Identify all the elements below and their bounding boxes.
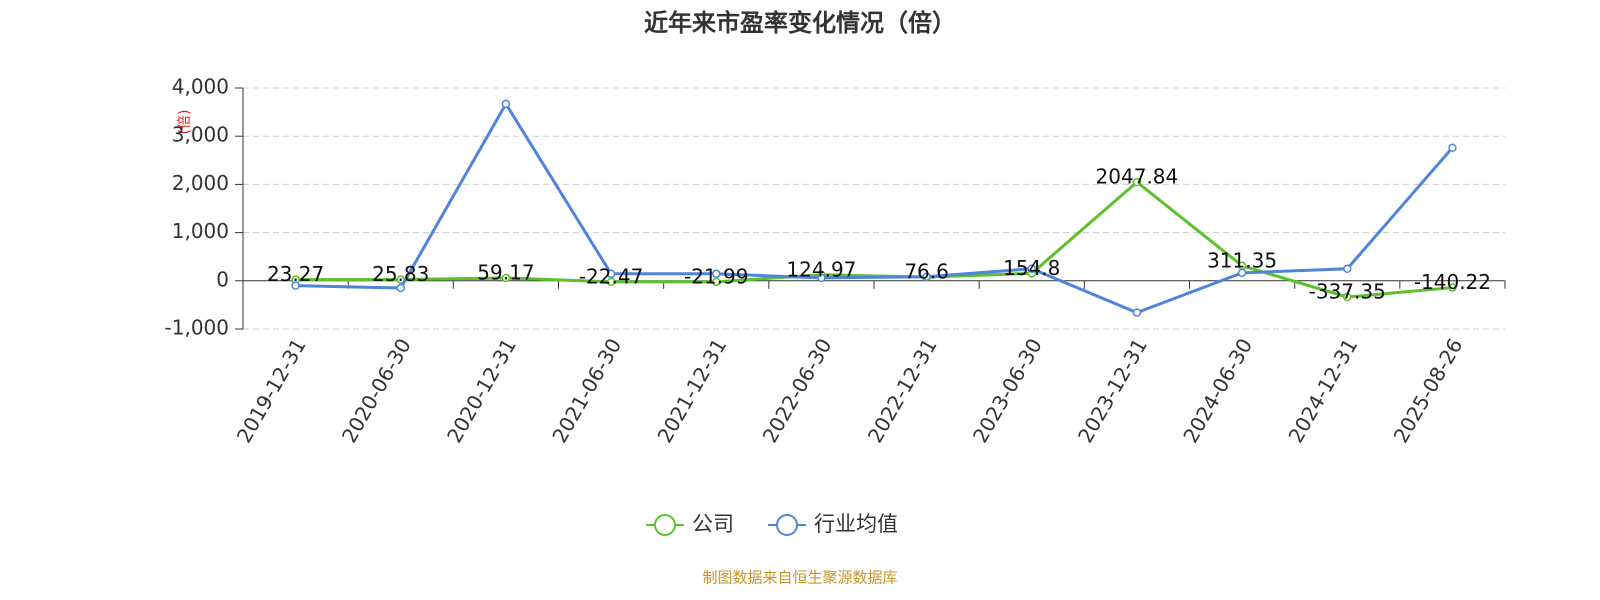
x-tick-label: 2023-12-31 bbox=[1073, 334, 1152, 447]
y-tick-label: 2,000 bbox=[172, 171, 229, 195]
data-label: 59.17 bbox=[477, 260, 534, 284]
x-tick-label: 2022-12-31 bbox=[863, 334, 942, 447]
data-point bbox=[922, 272, 931, 281]
data-point bbox=[1237, 268, 1247, 278]
data-point bbox=[606, 269, 616, 279]
legend-label: 行业均值 bbox=[814, 512, 898, 536]
data-label: 25.83 bbox=[372, 262, 429, 286]
data-label: -337.35 bbox=[1309, 280, 1386, 304]
x-tick-label: 2023-06-30 bbox=[968, 334, 1047, 447]
data-point bbox=[817, 273, 826, 283]
x-tick-label: 2020-12-31 bbox=[442, 334, 521, 447]
x-tick-label: 2021-06-30 bbox=[547, 334, 626, 447]
legend-marker bbox=[776, 514, 798, 536]
source-note: 制图数据来自恒生聚源数据库 bbox=[702, 569, 897, 587]
legend-label: 公司 bbox=[692, 512, 734, 536]
data-point bbox=[396, 283, 405, 293]
data-point bbox=[606, 277, 616, 287]
y-tick-label: 4,000 bbox=[172, 75, 229, 99]
chart-title: 近年来市盈率变化情况（倍） bbox=[644, 9, 956, 37]
data-point bbox=[712, 269, 721, 279]
y-tick-label: 1,000 bbox=[172, 219, 229, 243]
data-label: 311.35 bbox=[1207, 248, 1277, 272]
data-point bbox=[1343, 292, 1352, 302]
data-label: 76.6 bbox=[904, 260, 949, 284]
data-label: -140.22 bbox=[1414, 270, 1491, 294]
x-tick-label: 2021-12-31 bbox=[652, 334, 731, 447]
x-tick-label: 2019-12-31 bbox=[232, 334, 311, 447]
data-point bbox=[1027, 264, 1036, 273]
series-line bbox=[295, 180, 1453, 299]
x-tick-label: 2020-06-30 bbox=[337, 334, 416, 447]
x-tick-label: 2024-12-31 bbox=[1283, 334, 1362, 447]
data-point bbox=[501, 273, 511, 283]
data-point bbox=[1132, 308, 1142, 317]
data-point bbox=[1448, 283, 1457, 292]
data-label: 124.97 bbox=[786, 257, 856, 281]
y-tick-label: 0 bbox=[216, 267, 229, 291]
data-point bbox=[1448, 143, 1457, 153]
legend-marker bbox=[654, 514, 676, 536]
y-axis-label: (倍) bbox=[177, 110, 193, 135]
series-line bbox=[295, 100, 1454, 315]
data-point bbox=[291, 281, 300, 290]
data-point bbox=[501, 99, 511, 109]
data-point bbox=[1343, 264, 1352, 273]
data-label: 23.27 bbox=[267, 262, 324, 286]
data-label: 154.8 bbox=[1003, 256, 1060, 280]
x-tick-label: 2022-06-30 bbox=[758, 334, 837, 447]
x-tick-label: 2024-06-30 bbox=[1178, 334, 1257, 447]
data-label: -21.99 bbox=[684, 264, 748, 288]
data-label: 2047.84 bbox=[1096, 165, 1179, 189]
y-tick-label: 3,000 bbox=[172, 123, 229, 147]
data-point bbox=[1132, 177, 1142, 187]
data-label: -22.47 bbox=[579, 264, 643, 288]
y-tick-label: -1,000 bbox=[165, 316, 229, 340]
x-tick-label: 2025-08-26 bbox=[1389, 334, 1468, 447]
data-point bbox=[712, 277, 721, 287]
